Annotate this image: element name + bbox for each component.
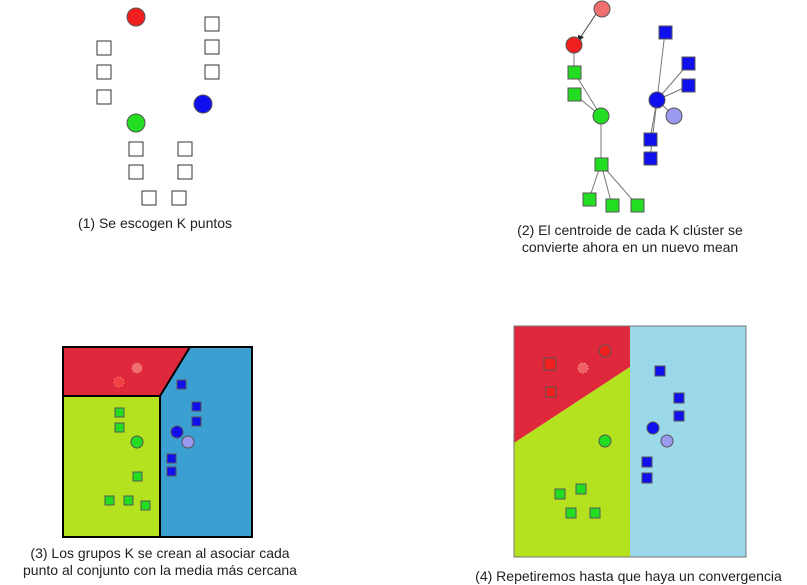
- point: [171, 190, 187, 206]
- caption-panel-4: (4) Repetiremos hasta que haya un conver…: [450, 568, 807, 585]
- region-red: [63, 347, 190, 396]
- new-centroid-red: [598, 344, 612, 358]
- panel-4: [513, 325, 747, 558]
- centroid-green: [592, 107, 610, 125]
- old-centroid-blue: [181, 435, 195, 449]
- panel-1: [96, 7, 220, 206]
- point: [204, 39, 220, 55]
- new-centroid-red: [113, 376, 125, 388]
- caption-line: punto al conjunto con la media más cerca…: [23, 562, 297, 578]
- panel-2: [565, 0, 696, 213]
- caption-line: (2) El centroide de cada K clúster se: [517, 222, 743, 238]
- point: [204, 64, 220, 80]
- centroid-blue: [193, 94, 213, 114]
- old-centroid-blue: [660, 434, 674, 448]
- caption-panel-3: (3) Los grupos K se crean al asociar cad…: [0, 545, 320, 579]
- old-centroid-red: [593, 0, 611, 18]
- caption-line: (3) Los grupos K se crean al asociar cad…: [30, 545, 290, 561]
- new-centroid-blue: [648, 91, 666, 109]
- unassigned-points: [96, 16, 220, 206]
- blue-points: [166, 379, 202, 477]
- green-points: [567, 65, 645, 213]
- point: [128, 141, 144, 157]
- region-borders: [62, 346, 253, 538]
- point: [204, 16, 220, 32]
- caption-line: convierte ahora en un nuevo mean: [521, 239, 739, 255]
- centroid-green: [126, 113, 146, 133]
- movement-arrow: [578, 13, 597, 42]
- caption-line: (1) Se escogen K puntos: [77, 215, 233, 231]
- centroid-red: [126, 7, 146, 27]
- region-green: [63, 396, 160, 537]
- point: [177, 141, 193, 157]
- region-blue: [160, 347, 252, 537]
- point: [96, 40, 112, 56]
- point: [128, 164, 144, 180]
- region-blue: [630, 326, 746, 557]
- blue-points: [641, 365, 685, 484]
- green-points: [554, 483, 601, 519]
- old-centroid-blue: [665, 107, 683, 125]
- region-green: [514, 367, 630, 557]
- green-points: [104, 407, 151, 511]
- new-centroid-blue: [646, 421, 660, 435]
- red-points: [543, 357, 557, 398]
- blue-points: [643, 25, 696, 166]
- new-centroid-blue: [170, 425, 184, 439]
- point: [96, 89, 112, 105]
- new-centroid-red: [565, 36, 583, 54]
- centroid-green: [598, 434, 612, 448]
- caption-line: (4) Repetiremos hasta que haya un conver…: [475, 568, 782, 584]
- panel-3: [62, 346, 253, 538]
- caption-panel-1: (1) Se escogen K puntos: [30, 215, 280, 232]
- panel-border: [513, 325, 747, 558]
- centroid-green: [130, 435, 144, 449]
- point: [96, 64, 112, 80]
- point: [141, 190, 157, 206]
- old-centroid-red: [131, 362, 143, 374]
- point: [177, 164, 193, 180]
- old-centroid-red: [577, 362, 589, 374]
- caption-panel-2: (2) El centroide de cada K clúster se co…: [485, 222, 775, 256]
